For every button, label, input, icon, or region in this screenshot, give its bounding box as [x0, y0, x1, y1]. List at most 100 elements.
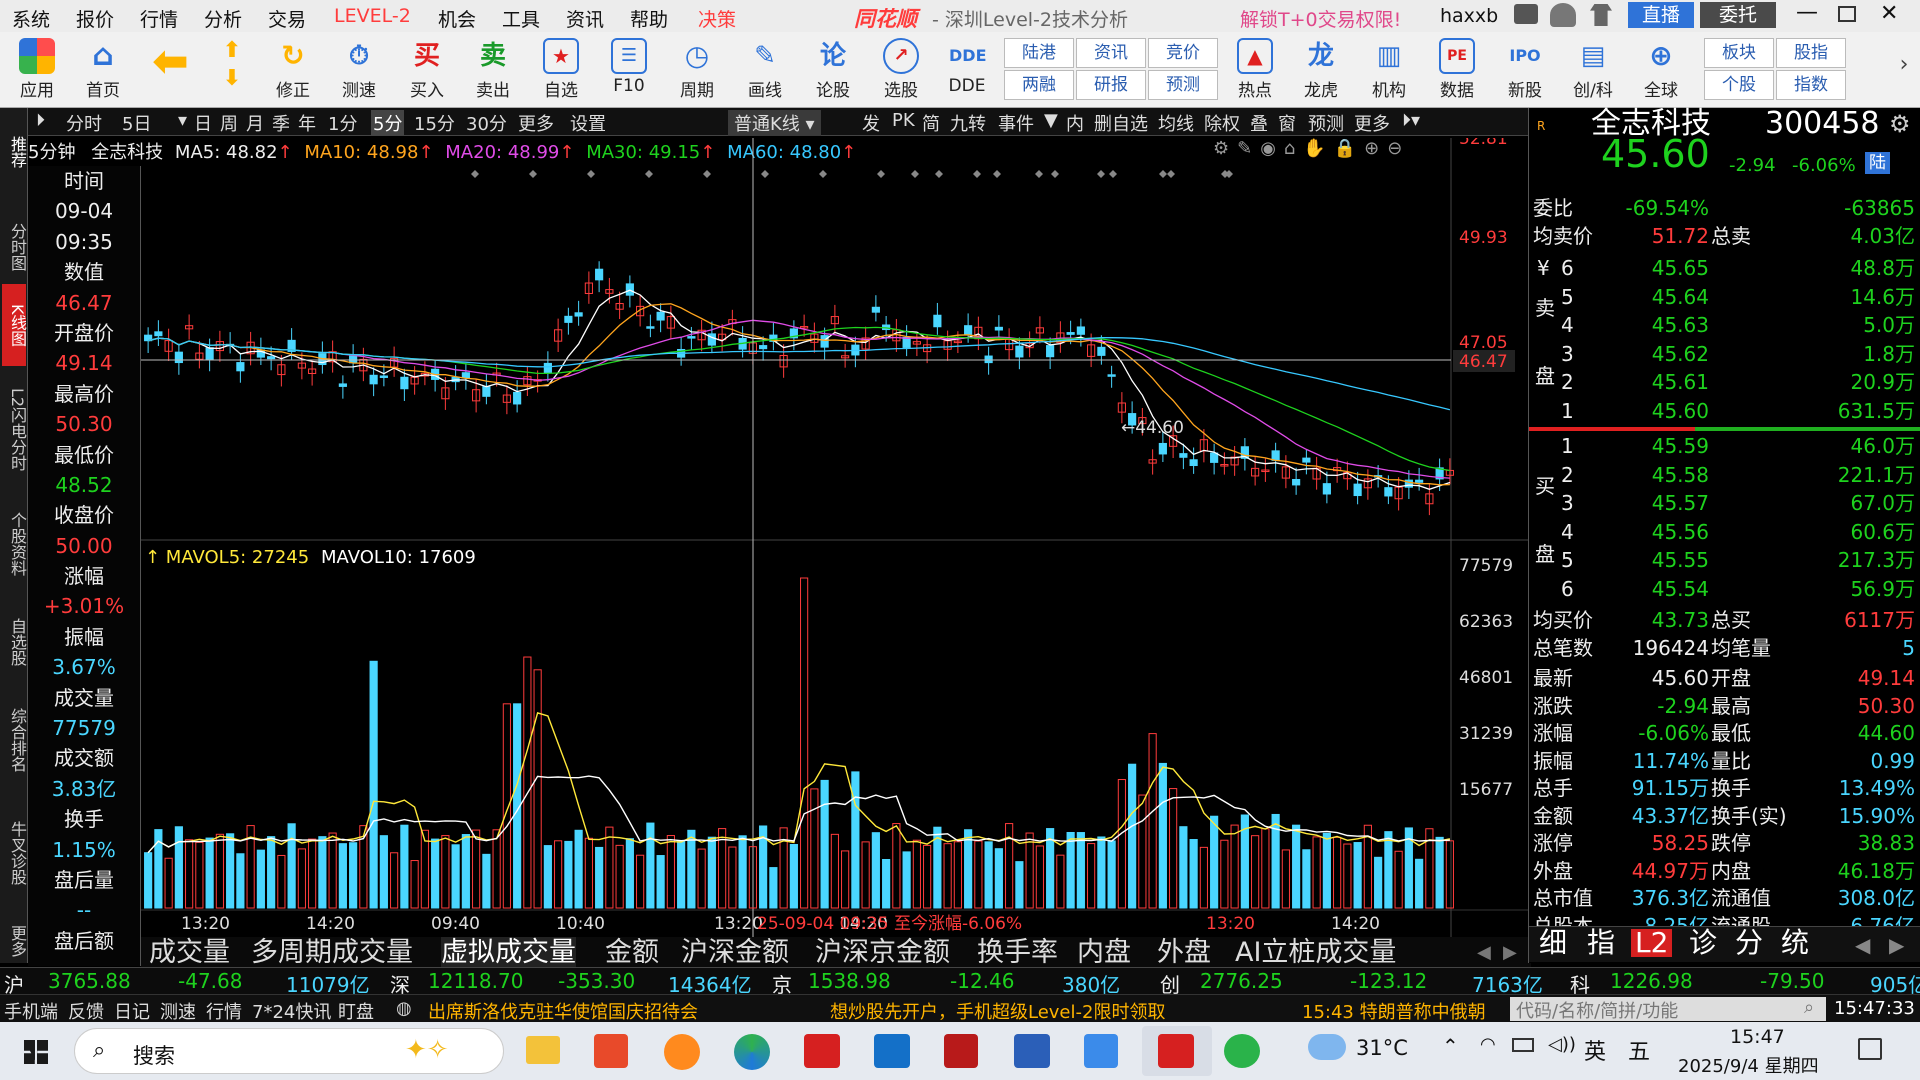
menu-item-market[interactable]: 行情 [140, 9, 179, 31]
app-orange-icon[interactable] [664, 1034, 700, 1070]
user-name[interactable]: haxxb [1440, 5, 1499, 27]
shirt-icon[interactable] [1590, 4, 1612, 26]
tab-turnover[interactable]: 换手率 [977, 937, 1058, 968]
kbar-month[interactable]: 月 [246, 114, 264, 135]
toolbar-back-button[interactable]: ⬅ [140, 36, 200, 104]
tab-outer[interactable]: 外盘 [1157, 937, 1211, 968]
panel-tab-split[interactable]: 分 [1735, 926, 1764, 959]
toolbar-auction-button[interactable]: 竞价 [1148, 38, 1218, 68]
word-icon[interactable] [1014, 1034, 1050, 1068]
kbar-year[interactable]: 年 [298, 114, 316, 135]
volume-icon[interactable]: ◁)) [1548, 1034, 1576, 1055]
kbar-more[interactable]: 更多 [518, 114, 554, 135]
toolbar-hk-button[interactable]: 陆港 [1004, 38, 1074, 68]
toolbar-speedtest-button[interactable]: ⏱ 测速 [328, 36, 390, 104]
kbar-kline-type-select[interactable]: 普通K线 ▾ [728, 110, 821, 136]
panel-tab-next-icon[interactable]: ▶ [1889, 933, 1905, 957]
leftnav-kline[interactable]: K线图 [2, 284, 27, 366]
toolbar-research-button[interactable]: 研报 [1076, 70, 1146, 100]
taskbar-search-box[interactable]: ⌕ 搜索 ✦✧ [74, 1028, 504, 1074]
tab-volume[interactable]: 成交量 [149, 937, 230, 968]
kbar-timeshare[interactable]: 分时 [66, 114, 102, 135]
panel-tab-diagnose[interactable]: 诊 [1689, 926, 1718, 959]
tab-amount[interactable]: 金额 [605, 937, 659, 968]
status-feedback[interactable]: 反馈 [68, 1002, 104, 1023]
index-ticker-item[interactable]: 科 [1570, 973, 1590, 997]
toolbar-sector-button[interactable]: 板块 [1704, 38, 1774, 68]
kbar-remove-watch[interactable]: 删自选 [1094, 114, 1148, 135]
kbar-30min[interactable]: 30分 [466, 114, 507, 135]
entrust-button[interactable]: 委托 [1700, 2, 1776, 28]
status-watch[interactable]: 盯盘 [338, 1002, 374, 1023]
panel-tab-stats[interactable]: 统 [1781, 926, 1810, 959]
leftnav-more[interactable]: 更多 [8, 925, 27, 957]
menu-item-system[interactable]: 系统 [12, 9, 51, 31]
tab-multi-period-volume[interactable]: 多周期成交量 [251, 937, 413, 968]
news-ticker-3[interactable]: 15:43 特朗普称中俄朝 [1302, 1002, 1486, 1023]
panel-tab-detail[interactable]: 细 [1539, 926, 1568, 959]
kbar-simple[interactable]: 简 [922, 114, 940, 135]
index-ticker-item[interactable]: 深 [390, 973, 410, 997]
toolbar-buy-button[interactable]: 买买入 [396, 36, 458, 104]
status-speedtest[interactable]: 测速 [160, 1002, 196, 1023]
kbar-5min[interactable]: 5分 [371, 110, 405, 136]
toolbar-draw-button[interactable]: ✎ 画线 [734, 36, 796, 104]
toolbar-f10-button[interactable]: ☰ F10 [598, 36, 660, 104]
toolbar-futures-button[interactable]: 股指 [1776, 38, 1846, 68]
toolbar-period-button[interactable]: ◷ 周期 [680, 39, 714, 101]
news-ticker-2[interactable]: 想炒股先开户，手机超级Level-2限时领取 [830, 1002, 1166, 1023]
leftnav-ranking[interactable]: 综合排名 [8, 708, 27, 772]
kbar-events-dropdown-icon[interactable]: ▼ [1044, 110, 1058, 131]
status-flash-news[interactable]: 7*24快讯 [252, 1002, 332, 1023]
tab-scroll-left-icon[interactable]: ◀ [1477, 942, 1491, 963]
notification-icon[interactable] [1858, 1038, 1882, 1060]
menu-item-decision[interactable]: 决策 [698, 9, 737, 31]
toolbar-margin-button[interactable]: 两融 [1004, 70, 1074, 100]
toolbar-global-button[interactable]: ⊕ 全球 [1644, 39, 1678, 101]
promo-link[interactable]: 解锁T+0交易权限! [1240, 9, 1402, 31]
menu-item-quote[interactable]: 报价 [76, 9, 115, 31]
kbar-forecast[interactable]: 预测 [1308, 114, 1344, 135]
live-button[interactable]: 直播 [1628, 2, 1694, 28]
menu-item-help[interactable]: 帮助 [630, 9, 669, 31]
kbar-settings[interactable]: 设置 [570, 114, 606, 135]
toolbar-stock-button[interactable]: 个股 [1704, 70, 1774, 100]
kbar-window[interactable]: 窗 [1278, 114, 1296, 135]
leftnav-profile[interactable]: 个股资料 [8, 512, 27, 576]
kbar-overlay[interactable]: 叠 [1250, 114, 1268, 135]
toolbar-institution-button[interactable]: ▥ 机构 [1358, 36, 1420, 104]
edge-browser-icon[interactable] [734, 1034, 770, 1070]
file-explorer-icon[interactable] [526, 1036, 560, 1064]
news-ticker-1[interactable]: 出席斯洛伐克驻华使馆国庆招待会 [428, 1002, 698, 1023]
menu-item-analysis[interactable]: 分析 [204, 9, 243, 31]
menu-item-tools[interactable]: 工具 [502, 9, 541, 31]
toolbar-sell-button[interactable]: 卖卖出 [462, 36, 524, 104]
kbar-nine[interactable]: 九转 [950, 114, 986, 135]
bank-app-icon[interactable] [944, 1034, 978, 1068]
menu-item-opportunity[interactable]: 机会 [438, 9, 477, 31]
index-ticker-item[interactable]: 京 [772, 973, 792, 997]
kbar-prev-icon[interactable]: ⏵ [36, 110, 45, 131]
kbar-1min[interactable]: 1分 [328, 114, 358, 135]
panel-tab-prev-icon[interactable]: ◀ [1855, 933, 1871, 957]
toolbar-discuss-button[interactable]: 论论股 [802, 36, 864, 104]
index-ticker-item[interactable]: 沪 [4, 973, 24, 997]
tab-hsj-amount[interactable]: 沪深京金额 [815, 937, 950, 968]
leftnav-timeshare[interactable]: 分时图 [8, 223, 27, 271]
wifi-icon[interactable]: ◠ [1480, 1034, 1496, 1055]
kbar-more2[interactable]: 更多 [1354, 114, 1390, 135]
toolbar-updown-button[interactable]: ⬆ ⬇ [212, 36, 252, 104]
ime-lang[interactable]: 英 [1584, 1040, 1607, 1065]
leftnav-recommend[interactable]: 推荐 [8, 136, 27, 168]
toolbar-ipo-button[interactable]: IPO 新股 [1494, 36, 1556, 104]
toolbar-dde-button[interactable]: DDE DDE [936, 36, 998, 104]
kbar-exright[interactable]: 除权 [1204, 114, 1240, 135]
code-search-input[interactable]: 代码/名称/简拼/功能 [1510, 997, 1826, 1022]
outlook-icon[interactable] [874, 1034, 910, 1068]
battery-icon[interactable] [1512, 1038, 1534, 1052]
tab-inner[interactable]: 内盘 [1077, 937, 1131, 968]
status-mobile[interactable]: 手机端 [4, 1002, 58, 1023]
menu-item-news[interactable]: 资讯 [566, 9, 605, 31]
mail-icon[interactable] [1514, 4, 1538, 24]
